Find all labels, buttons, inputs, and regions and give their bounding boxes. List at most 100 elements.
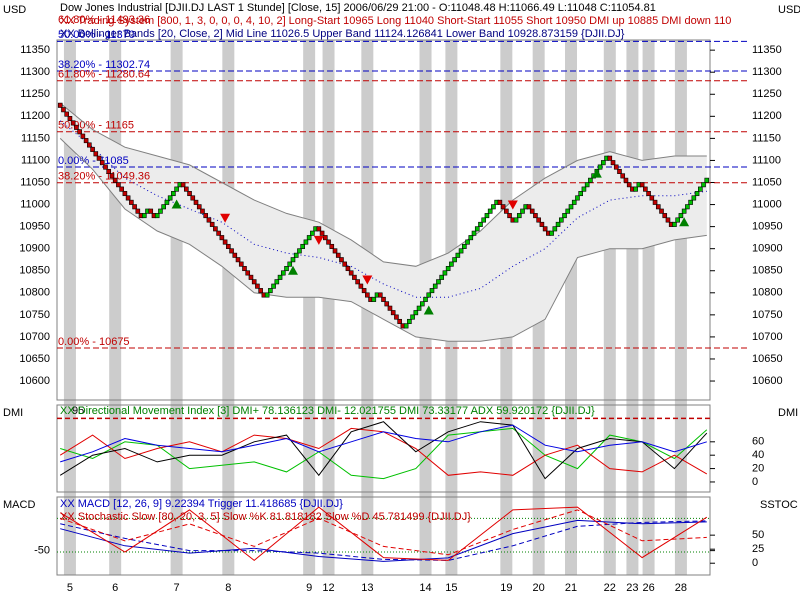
renko-brick <box>251 279 257 285</box>
renko-brick <box>481 217 487 223</box>
y-tick-label: 11250 <box>20 88 50 100</box>
renko-brick <box>348 270 354 276</box>
renko-brick <box>675 217 680 223</box>
indicator-line <box>59 506 708 562</box>
renko-brick <box>106 168 112 174</box>
fib-label: 38.20% - 11302.74 <box>58 59 150 71</box>
renko-brick <box>174 186 179 192</box>
renko-brick <box>533 213 538 219</box>
renko-brick <box>601 160 606 166</box>
renko-brick <box>694 191 700 197</box>
renko-brick <box>342 261 348 267</box>
renko-brick <box>83 138 89 144</box>
renko-brick <box>507 213 512 219</box>
renko-brick <box>332 248 338 254</box>
renko-brick <box>300 243 305 249</box>
renko-brick <box>513 217 519 223</box>
renko-brick <box>633 186 638 192</box>
renko-brick <box>355 279 360 285</box>
renko-brick <box>119 186 124 192</box>
renko-brick <box>293 252 299 258</box>
renko-brick <box>122 191 128 197</box>
renko-brick <box>539 221 545 227</box>
renko-brick <box>171 191 176 197</box>
renko-brick <box>70 120 76 126</box>
x-tick-label: 6 <box>112 582 118 594</box>
renko-brick <box>64 111 69 117</box>
panel-frame <box>56 496 711 576</box>
fib-label: 38.20% - 11049.36 <box>58 171 150 183</box>
y-tick-label: 10750 <box>752 309 783 321</box>
fib-label: 61.80% - 11280.64 <box>58 69 150 81</box>
renko-brick <box>280 270 286 276</box>
renko-brick <box>497 199 503 205</box>
day-stripe <box>303 40 316 575</box>
renko-brick <box>77 129 82 135</box>
renko-brick <box>222 239 228 245</box>
day-stripe <box>626 40 639 575</box>
renko-brick <box>158 208 163 214</box>
indicator-line <box>60 509 707 556</box>
renko-brick <box>588 177 593 183</box>
renko-brick <box>397 318 402 324</box>
y-tick-label: 10700 <box>752 331 783 343</box>
renko-brick <box>419 301 425 307</box>
x-tick-label: 12 <box>322 582 334 594</box>
renko-brick <box>655 204 661 210</box>
renko-brick <box>271 283 276 289</box>
day-stripe <box>170 40 183 575</box>
y-tick-label: 10900 <box>752 243 783 255</box>
fib-label: 0.00% - 10675 <box>58 336 130 348</box>
y2-tick-label: 25 <box>752 543 764 555</box>
renko-brick <box>445 266 451 272</box>
renko-brick <box>190 195 196 201</box>
y-axis-label: MACD <box>3 499 35 511</box>
renko-brick <box>471 230 477 236</box>
y2-tick-label: 0 <box>752 557 758 569</box>
day-stripe <box>322 40 335 575</box>
y-axis-label: USD <box>778 4 800 16</box>
renko-brick <box>643 186 648 192</box>
y-tick-label: 10850 <box>752 265 783 277</box>
renko-brick <box>112 177 118 183</box>
legend-entry: XX Trading System [800, 1, 3, 0, 0, 0, 4… <box>60 15 731 27</box>
legend-entry: XX Stochastic Slow [80, 20, 3, 5] Slow %… <box>60 511 471 523</box>
renko-brick <box>87 142 92 148</box>
fib-label: 0.00% - 11085 <box>58 155 129 167</box>
x-tick-label: 9 <box>306 582 312 594</box>
y-axis-label: SSTOC <box>760 499 798 511</box>
renko-brick <box>387 305 393 311</box>
renko-brick <box>552 226 558 232</box>
renko-brick <box>167 195 173 201</box>
y-tick-label: 60 <box>752 436 764 448</box>
y-tick-label: 10650 <box>752 353 783 365</box>
renko-brick <box>623 177 629 183</box>
renko-brick <box>206 217 212 223</box>
renko-brick <box>565 208 571 214</box>
y-tick-label: 10600 <box>19 375 50 387</box>
renko-brick <box>407 318 412 324</box>
renko-brick <box>426 292 432 298</box>
renko-brick <box>681 208 687 214</box>
renko-brick <box>310 230 315 236</box>
renko-brick <box>452 257 457 263</box>
renko-brick <box>245 270 251 276</box>
y-tick-label: 11150 <box>21 132 50 144</box>
renko-brick <box>61 107 66 113</box>
renko-brick <box>423 296 428 302</box>
renko-brick <box>323 235 328 241</box>
renko-brick <box>432 283 438 289</box>
renko-brick <box>193 199 199 205</box>
renko-brick <box>549 230 554 236</box>
y-tick-label: 11050 <box>752 176 782 188</box>
indicator-line <box>60 520 707 561</box>
fib-label: 61.80% - 11493.36 <box>58 14 150 26</box>
renko-brick <box>678 213 684 219</box>
panel-frame <box>56 39 711 401</box>
renko-brick <box>316 226 322 232</box>
renko-brick <box>413 310 419 316</box>
renko-brick <box>148 208 154 214</box>
y2-tick-label: 50 <box>752 529 764 541</box>
x-tick-label: 5 <box>67 582 73 594</box>
renko-brick <box>229 248 234 254</box>
